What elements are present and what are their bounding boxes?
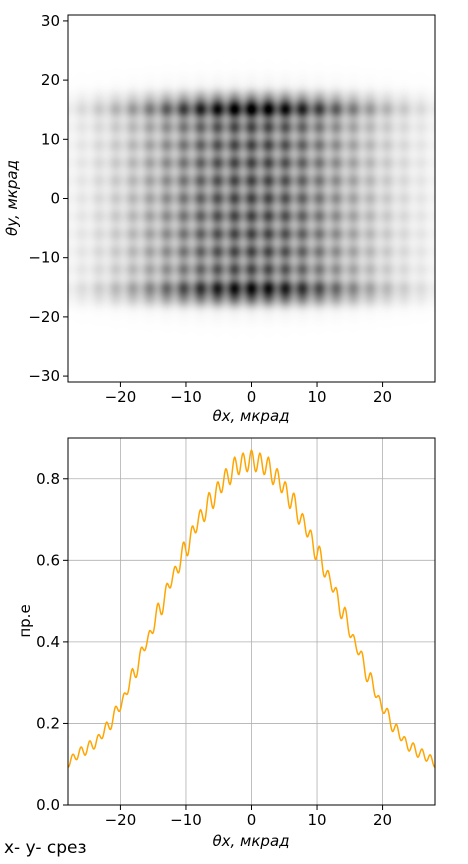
line-x-axis-label: θx, мкрад xyxy=(212,832,289,850)
line-chart: −20 −10 0 10 20 0.0 0.2 0.4 0.6 0.8 θx, мкрад пр… xyxy=(16,437,436,850)
heatmap-y-ticks: −30 −20 −10 0 10 20 30 xyxy=(28,12,68,385)
line-y-tick-label: 0.4 xyxy=(36,633,60,651)
line-x-tick-label: −10 xyxy=(170,811,202,829)
series-line xyxy=(67,448,436,768)
heatmap-x-tick-label: 10 xyxy=(307,388,326,406)
line-y-tick-label: 0.2 xyxy=(36,714,60,732)
line-y-tick-label: 0.8 xyxy=(36,470,60,488)
heatmap-y-tick-label: 10 xyxy=(41,130,60,148)
heatmap-y-tick-label: 20 xyxy=(41,71,60,89)
line-x-tick-label: 20 xyxy=(373,811,392,829)
heatmap-x-tick-label: 20 xyxy=(373,388,392,406)
figure-caption: x- y- срез xyxy=(4,838,87,858)
line-x-tick-label: −20 xyxy=(105,811,137,829)
line-y-ticks: 0.0 0.2 0.4 0.6 0.8 xyxy=(36,470,68,814)
line-x-tick-label: 0 xyxy=(247,811,257,829)
heatmap-y-tick-label: −20 xyxy=(28,308,60,326)
heatmap-y-tick-label: 30 xyxy=(41,12,60,30)
heatmap-image xyxy=(68,15,435,382)
line-y-axis-label: пр.е xyxy=(16,604,34,637)
heatmap-x-axis-label: θx, мкрад xyxy=(212,407,289,425)
heatmap-x-tick-label: −10 xyxy=(170,388,202,406)
heatmap-y-tick-label: −10 xyxy=(28,249,60,267)
heatmap-y-tick-label: 0 xyxy=(50,190,60,208)
heatmap-x-ticks: −20 −10 0 10 20 xyxy=(105,382,392,406)
heatmap-x-tick-label: −20 xyxy=(105,388,137,406)
heatmap-y-tick-label: −30 xyxy=(28,367,60,385)
heatmap-y-axis-label: θy, мкрад xyxy=(3,160,21,236)
heatmap-chart: −20 −10 0 10 20 −30 −20 −10 0 10 20 30 θx, мкрад θ… xyxy=(3,12,436,425)
line-x-ticks: −20 −10 0 10 20 xyxy=(105,805,392,829)
heatmap-x-tick-label: 0 xyxy=(247,388,257,406)
line-y-tick-label: 0.0 xyxy=(36,796,60,814)
line-x-tick-label: 10 xyxy=(307,811,326,829)
line-y-tick-label: 0.6 xyxy=(36,551,60,569)
